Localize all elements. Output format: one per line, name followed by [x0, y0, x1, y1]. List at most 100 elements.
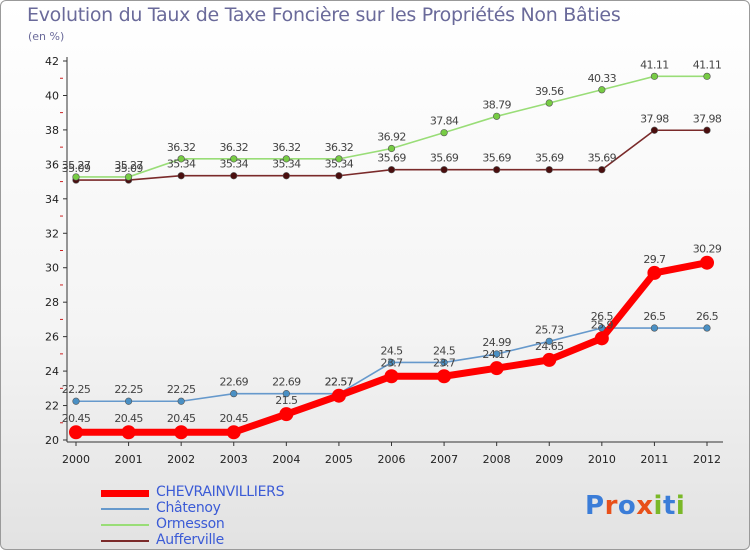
data-point: [703, 126, 711, 134]
y-tick-label: 40: [45, 89, 59, 102]
data-label: 35.69: [377, 152, 406, 165]
legend-label: Châtenoy: [156, 500, 221, 516]
data-label: 24.5: [433, 344, 456, 357]
data-label: 39.56: [535, 85, 564, 98]
data-point: [387, 144, 396, 153]
data-label: 35.09: [114, 162, 143, 175]
data-label: 38.79: [482, 98, 511, 111]
y-tick-label: 38: [45, 124, 59, 137]
legend-label: CHEVRAINVILLIERS: [156, 484, 285, 500]
data-point: [703, 324, 711, 332]
data-point: [177, 155, 185, 163]
chart-title: Evolution du Taux de Taxe Foncière sur l…: [27, 4, 621, 26]
data-point: [384, 369, 399, 384]
data-label: 35.27: [62, 159, 91, 172]
x-tick-label: 2009: [535, 453, 563, 466]
data-point: [230, 390, 238, 398]
y-tick-label: 28: [45, 296, 59, 309]
data-label: 22.25: [62, 383, 91, 396]
logo-letter: i: [653, 491, 663, 521]
data-point: [545, 99, 553, 107]
y-tick-label: 30: [45, 262, 59, 275]
data-point: [545, 166, 553, 174]
data-label: 37.84: [430, 115, 459, 128]
legend-swatch: [101, 524, 149, 526]
data-point: [493, 166, 501, 174]
data-label: 35.27: [114, 159, 143, 172]
data-label: 22.57: [325, 376, 354, 389]
data-label: 30.29: [693, 243, 722, 256]
y-tick-label: 42: [45, 55, 59, 68]
y-tick-label: 32: [45, 227, 59, 240]
data-point: [598, 86, 606, 94]
logo-letter: t: [662, 491, 676, 521]
data-label: 36.92: [377, 131, 406, 144]
data-point: [650, 324, 659, 332]
x-tick-label: 2008: [483, 453, 511, 466]
x-tick-label: 2011: [640, 453, 668, 466]
data-label: 26.5: [591, 310, 614, 323]
y-tick-label: 20: [45, 434, 59, 447]
legend-swatch: [101, 540, 149, 542]
x-tick-label: 2006: [378, 453, 406, 466]
data-point: [650, 126, 659, 134]
data-point: [598, 166, 606, 174]
legend-label: Ormesson: [156, 516, 225, 532]
data-label: 22.25: [167, 383, 196, 396]
data-point: [335, 155, 343, 163]
axes: 20 22 24 26 28 30 32 34 36 38 40 42 2000 2001 2002 2003…: [45, 55, 723, 466]
x-tick-label: 2000: [62, 453, 90, 466]
logo-letter: x: [636, 491, 654, 521]
data-label: 40.33: [588, 72, 617, 85]
logo-letter: i: [675, 491, 686, 521]
data-point: [493, 112, 501, 120]
logo-letter: o: [617, 491, 637, 521]
data-point: [72, 397, 80, 405]
data-label: 20.45: [114, 412, 143, 425]
y-tick-label: 34: [45, 193, 59, 206]
series-group: [69, 72, 714, 440]
data-point: [230, 172, 238, 180]
data-label: 36.32: [325, 141, 354, 154]
data-point: [493, 350, 501, 358]
y-tick-label: 36: [45, 158, 59, 171]
data-label: 35.34: [167, 158, 196, 171]
data-point: [437, 369, 452, 384]
data-point: [542, 352, 557, 367]
data-point: [331, 388, 346, 403]
data-label: 20.45: [220, 412, 249, 425]
data-point: [703, 72, 711, 80]
data-point: [387, 166, 396, 174]
x-tick-label: 2012: [693, 453, 721, 466]
x-tick-label: 2003: [220, 453, 248, 466]
data-label: 22.25: [114, 383, 143, 396]
data-point: [69, 425, 83, 440]
data-label: 24.65: [535, 340, 564, 353]
data-point: [279, 407, 294, 422]
data-point: [124, 173, 133, 181]
data-point: [72, 173, 80, 181]
data-point: [545, 337, 553, 345]
data-label: 22.69: [220, 376, 249, 389]
data-label: 23.7: [380, 356, 403, 369]
unit-label: (en %): [28, 30, 65, 43]
data-label: 35.09: [62, 162, 91, 175]
data-label: 35.34: [272, 158, 301, 171]
data-labels: 35.09 35.09 35.34 35.34 35.34 35.34 35.69 35.69…: [62, 58, 723, 425]
data-label: 36.32: [167, 141, 196, 154]
x-tick-label: 2001: [115, 453, 143, 466]
data-label: 35.34: [325, 158, 354, 171]
data-label: 25.9: [591, 318, 614, 331]
data-point: [650, 72, 659, 80]
data-point: [335, 172, 343, 180]
data-label: 25.73: [535, 323, 564, 336]
data-point: [489, 361, 504, 376]
data-point: [282, 172, 290, 180]
x-tick-label: 2004: [272, 453, 300, 466]
data-point: [177, 172, 185, 180]
data-point: [647, 265, 662, 280]
y-tick-label: 26: [45, 331, 59, 344]
data-label: 20.45: [167, 412, 196, 425]
data-point: [177, 397, 185, 405]
